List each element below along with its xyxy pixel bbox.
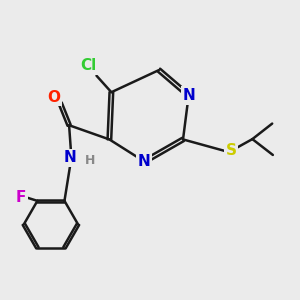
Text: O: O — [48, 90, 61, 105]
Text: N: N — [182, 88, 195, 103]
Text: H: H — [84, 154, 95, 167]
Text: Cl: Cl — [80, 58, 96, 73]
Text: F: F — [16, 190, 26, 205]
Text: N: N — [63, 150, 76, 165]
Text: S: S — [225, 143, 236, 158]
Text: N: N — [138, 154, 151, 169]
